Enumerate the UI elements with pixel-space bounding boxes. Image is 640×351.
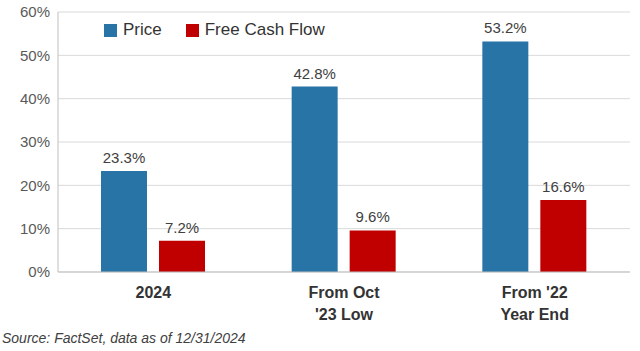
svg-text:23.3%: 23.3% bbox=[103, 149, 146, 166]
svg-text:50%: 50% bbox=[20, 47, 50, 64]
svg-text:40%: 40% bbox=[20, 90, 50, 107]
html-text:Source: FactSet, data as of 12: Source: FactSet, data as of 12/31/2024 bbox=[2, 330, 246, 346]
svg-text:9.6%: 9.6% bbox=[356, 208, 390, 225]
svg-text:42.8%: 42.8% bbox=[293, 65, 336, 82]
svg-text:60%: 60% bbox=[20, 3, 50, 20]
svg-text:30%: 30% bbox=[20, 133, 50, 150]
html-text:Price: Price bbox=[123, 20, 162, 39]
svg-text:2024: 2024 bbox=[136, 284, 172, 301]
svg-text:20%: 20% bbox=[20, 177, 50, 194]
html-text:Free Cash Flow: Free Cash Flow bbox=[204, 20, 325, 39]
svg-text:10%: 10% bbox=[20, 220, 50, 237]
svg-text:7.2%: 7.2% bbox=[165, 219, 199, 236]
svg-text:From '22Year End: From '22Year End bbox=[500, 284, 568, 323]
svg-text:From Oct'23 Low: From Oct'23 Low bbox=[308, 284, 380, 323]
svg-text:0%: 0% bbox=[28, 263, 50, 280]
svg-text:16.6%: 16.6% bbox=[542, 178, 585, 195]
svg-text:53.2%: 53.2% bbox=[484, 19, 527, 36]
